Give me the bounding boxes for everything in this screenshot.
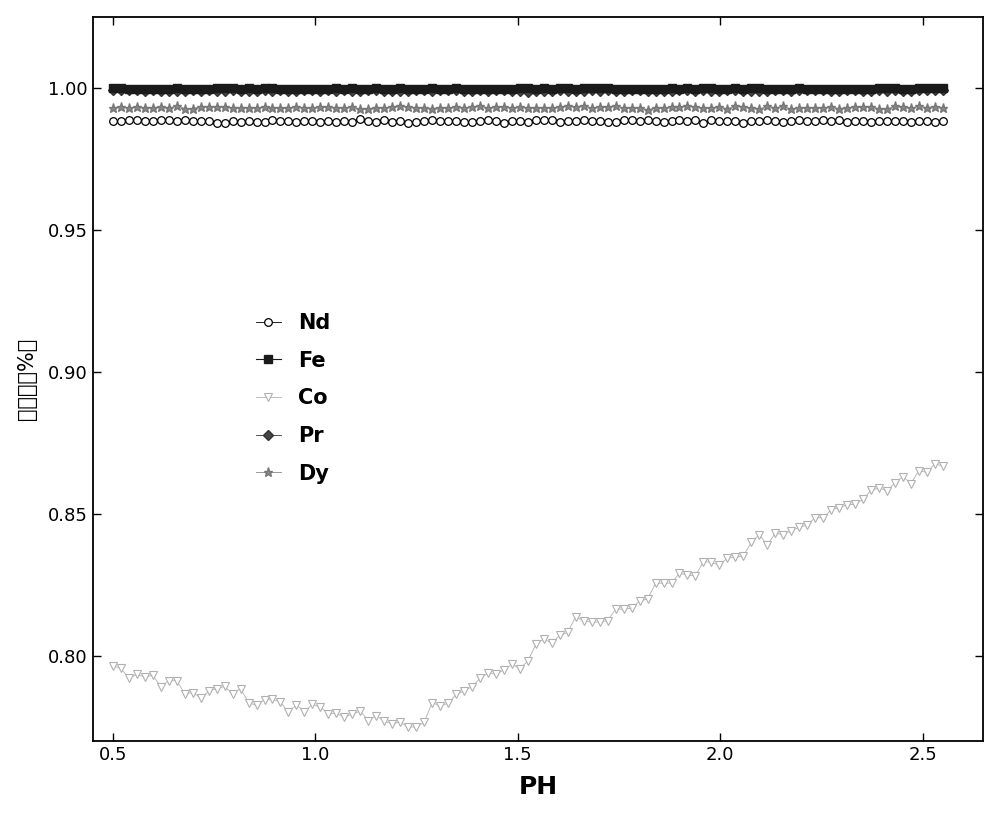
- Pr: [187, 85, 199, 95]
- Nd: [354, 114, 366, 124]
- Nd: [219, 118, 231, 127]
- Nd: [721, 117, 733, 126]
- Dy: [937, 103, 949, 113]
- Pr: [522, 86, 534, 96]
- Nd: [697, 118, 709, 128]
- Co: [929, 459, 941, 468]
- Co: [713, 561, 725, 570]
- Co: [434, 701, 446, 711]
- Line: Dy: Dy: [108, 101, 947, 114]
- Fe: [937, 83, 949, 93]
- Pr: [107, 86, 119, 95]
- Fe: [115, 83, 127, 93]
- Pr: [227, 86, 239, 95]
- Fe: [929, 83, 941, 93]
- Line: Co: Co: [109, 460, 947, 731]
- Fe: [713, 84, 725, 94]
- Dy: [115, 102, 127, 112]
- Co: [937, 461, 949, 471]
- Fe: [107, 83, 119, 93]
- Dy: [610, 100, 622, 110]
- Dy: [729, 101, 741, 111]
- Pr: [115, 86, 127, 95]
- Co: [402, 722, 414, 732]
- Dy: [219, 102, 231, 112]
- Dy: [466, 102, 478, 112]
- Fe: [227, 83, 239, 93]
- Legend: Nd, Fe, Co, Pr, Dy: Nd, Fe, Co, Pr, Dy: [246, 303, 340, 494]
- Dy: [426, 104, 438, 113]
- Co: [115, 663, 127, 673]
- Dy: [107, 103, 119, 113]
- Y-axis label: 回收率（%）: 回收率（%）: [17, 338, 37, 420]
- Pr: [721, 86, 733, 95]
- Nd: [474, 117, 486, 126]
- Co: [107, 661, 119, 671]
- Nd: [434, 116, 446, 126]
- Co: [219, 681, 231, 691]
- Dy: [642, 104, 654, 114]
- Line: Fe: Fe: [109, 84, 947, 93]
- Line: Nd: Nd: [109, 115, 947, 127]
- Fe: [721, 84, 733, 94]
- Nd: [937, 116, 949, 126]
- Dy: [721, 104, 733, 113]
- Nd: [115, 116, 127, 126]
- Pr: [434, 86, 446, 95]
- X-axis label: PH: PH: [518, 775, 558, 800]
- Pr: [474, 85, 486, 95]
- Pr: [937, 85, 949, 95]
- Line: Pr: Pr: [109, 86, 946, 95]
- Nd: [729, 116, 741, 126]
- Co: [721, 553, 733, 563]
- Fe: [474, 83, 486, 93]
- Co: [474, 673, 486, 683]
- Pr: [729, 86, 741, 95]
- Fe: [147, 84, 159, 94]
- Nd: [107, 116, 119, 126]
